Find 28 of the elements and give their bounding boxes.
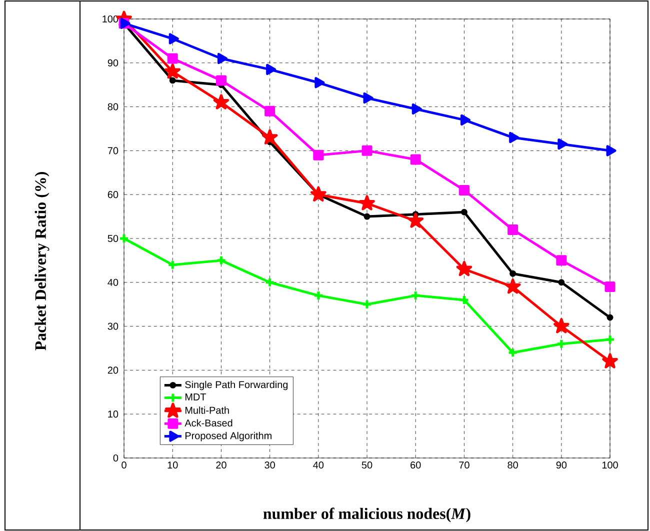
y-tick-label: 80 [108,103,118,110]
x-tick-label: 40 [313,462,324,469]
y-tick-label: 0 [113,454,118,462]
x-tick-label: 60 [410,462,421,469]
y-tick-label: 70 [108,147,118,154]
y-tick-label: 20 [108,366,118,374]
legend-label: Proposed Algorithm [185,432,272,442]
x-tick-label: 100 [602,462,618,469]
y-tick-label: 40 [108,278,118,286]
legend-label: MDT [185,394,206,400]
y-tick-label: 30 [108,322,118,330]
y-tick-label: 10 [108,410,118,418]
x-axis-title: number of malicious nodes(M) [263,508,470,522]
y-tick-label: 50 [108,234,118,242]
x-tick-label: 10 [168,462,178,469]
x-tick-label: 90 [556,462,567,469]
y-tick-label: 60 [108,191,118,198]
x-tick-label: 70 [459,462,470,469]
legend-label: Ack-Based [184,419,232,427]
x-tick-label: 0 [122,462,126,469]
x-tick-label: 30 [264,462,275,469]
x-tick-label: 50 [362,462,372,469]
x-tick-label: 80 [508,462,518,469]
legend-label: Single Path Forwarding [185,380,288,390]
legend-label: Multi-Path [185,406,229,414]
y-tick-label: 90 [108,59,118,66]
y-axis-title: Packet Delivery Ratio (%) [34,172,50,350]
x-tick-label: 20 [216,462,226,469]
